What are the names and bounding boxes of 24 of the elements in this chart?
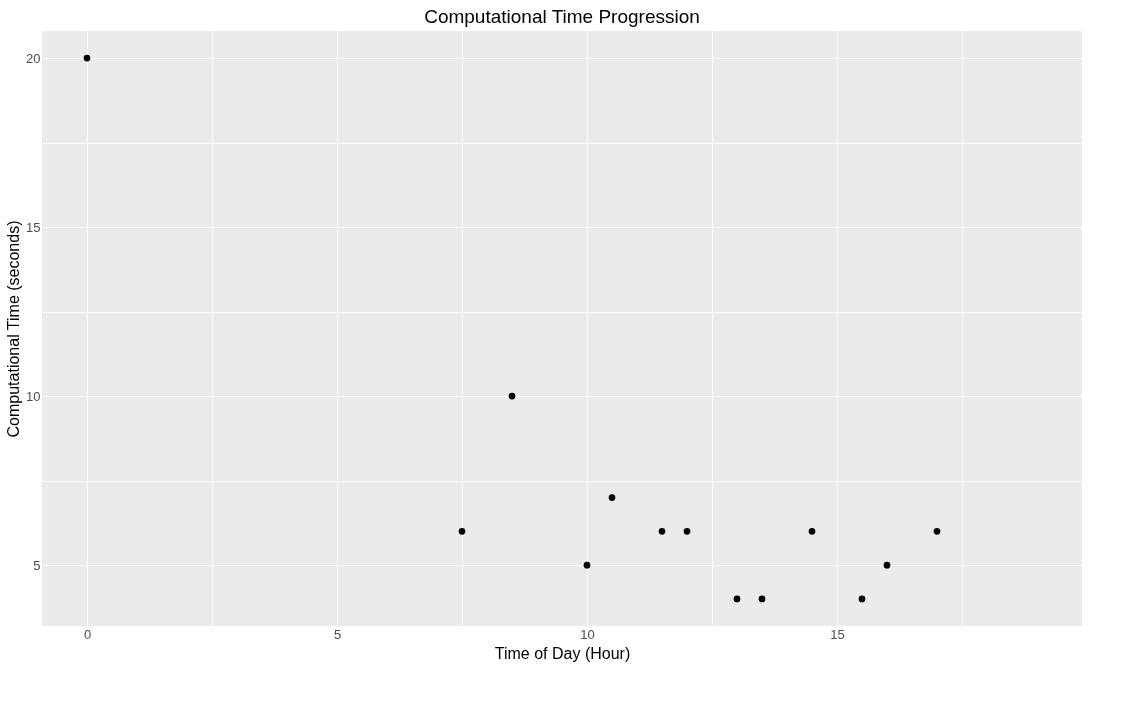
x-axis-title: Time of Day (Hour): [494, 644, 631, 662]
point: [683, 527, 691, 535]
y-tick-label: 20: [26, 50, 41, 66]
point: [758, 595, 766, 603]
x-tick-label: 0: [83, 626, 92, 642]
y-tick-label: 5: [33, 557, 41, 573]
point: [933, 527, 941, 535]
point: [858, 595, 866, 603]
y-tick-label: 15: [26, 219, 41, 235]
point: [883, 561, 891, 569]
point: [658, 527, 666, 535]
y-tick-label: 10: [26, 388, 41, 404]
point: [458, 527, 466, 535]
point: [733, 595, 741, 603]
y-axis-title: Computational Time (seconds): [5, 220, 23, 438]
x-tick-label: 5: [333, 626, 342, 642]
point: [508, 392, 516, 400]
x-tick-label: 15: [830, 626, 845, 642]
point: [83, 54, 91, 62]
point: [608, 494, 616, 501]
point: [808, 527, 816, 535]
point: [583, 561, 591, 569]
x-tick-label: 10: [580, 626, 595, 642]
chart-title: Computational Time Progression: [424, 6, 700, 27]
